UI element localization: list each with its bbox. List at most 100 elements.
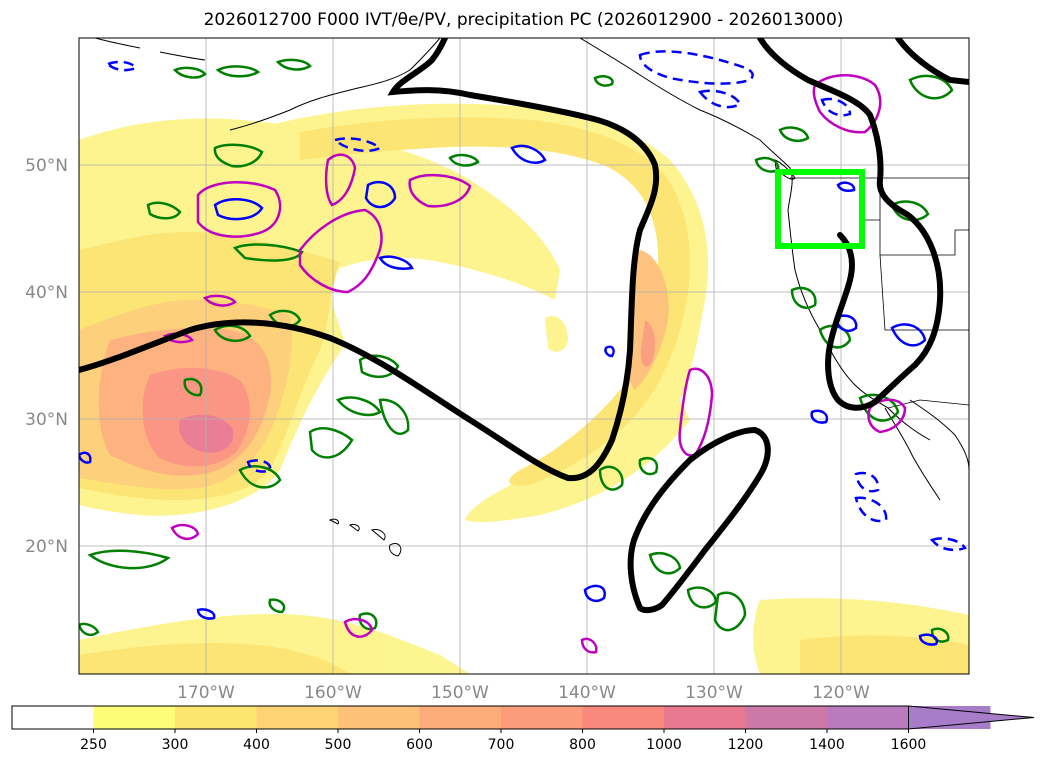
lon-label-140w: 140°W [558, 683, 616, 703]
theta-e-contour [583, 584, 606, 602]
pv-contour [215, 65, 261, 78]
pv-contour [213, 143, 264, 168]
coast-alaska-panhandle [579, 38, 761, 141]
coast-baja [884, 407, 941, 501]
ivt-band-south-east-2 [800, 635, 969, 674]
ivt-blob-mid-2 [545, 316, 568, 352]
jet-contour-subtropical [627, 426, 771, 614]
lat-label-30n: 30°N [25, 410, 68, 430]
islands-aleutian [94, 38, 206, 61]
colorbar-segment [256, 706, 339, 729]
pv-contour [448, 153, 480, 167]
colorbar-segment [664, 706, 746, 729]
pv-contour [183, 377, 203, 397]
pv-contour [358, 612, 378, 631]
jet-contour-east [757, 38, 944, 411]
colorbar: 250 300 400 500 600 700 800 1000 1200 1400 1600 [11, 705, 1035, 753]
lat-label-40n: 40°N [25, 283, 68, 303]
theta-e-contour [836, 181, 856, 193]
theta-e-contour-dashed [332, 137, 383, 152]
colorbar-segment [93, 706, 176, 729]
theta-e-contour-dashed [854, 471, 880, 493]
colorbar-outline [11, 705, 909, 730]
theta-e-contour [196, 608, 216, 620]
pv-contour [778, 126, 810, 142]
theta-e-contour-warm [170, 523, 200, 541]
theta-e-contour-dashed [697, 89, 742, 109]
theta-e-contour [378, 255, 414, 270]
theta-e-contour-warm [580, 637, 598, 654]
colorbar-extend-arrow [908, 705, 1035, 730]
title-run: 2026012700 [203, 10, 312, 30]
theta-e-contour-warm [202, 294, 237, 307]
colorbar-segment [745, 706, 828, 729]
colorbar-segment [501, 706, 583, 729]
title-window: (2026012900 - 2026013000) [596, 10, 844, 30]
pv-contour [87, 549, 171, 570]
lon-label-170w: 170°W [177, 683, 235, 703]
colorbar-label: 300 [162, 737, 189, 753]
colorbar-label: 800 [569, 737, 596, 753]
pv-contour [335, 396, 382, 417]
theta-e-contour [364, 180, 397, 209]
coast-mexico [909, 399, 969, 471]
theta-e-contours-blue [79, 50, 967, 646]
pv-contour [146, 201, 182, 220]
ivt-band-north-4 [640, 320, 656, 367]
pv-contour [378, 398, 410, 435]
region-box [775, 169, 865, 249]
pv-contour [238, 465, 282, 489]
jet-contour-ne [895, 38, 969, 85]
lon-label-150w: 150°W [431, 683, 489, 703]
theta-e-contour-warm [298, 208, 383, 294]
pv-contour [908, 74, 954, 100]
colorbar-label: 1400 [809, 737, 845, 753]
colorbar-segment [419, 706, 502, 729]
colorbar-segment [175, 706, 257, 729]
colorbar-label: 1200 [728, 737, 764, 753]
theta-e-contour [79, 451, 92, 464]
lon-label-160w: 160°W [304, 683, 362, 703]
coast-alaska [229, 38, 441, 131]
theta-e-contour [890, 323, 927, 347]
borders [790, 177, 969, 409]
colorbar-segment [582, 706, 665, 729]
colorbar-label: 1600 [891, 737, 927, 753]
theta-e-contour-dashed [929, 537, 967, 552]
pv-contour [686, 586, 718, 609]
theta-e-contour-dashed [638, 50, 754, 85]
theta-e-contour-warm [343, 618, 374, 638]
jet-contour-main [79, 38, 660, 482]
ivt-band-north-3 [628, 250, 669, 390]
colorbar-label: 700 [488, 737, 515, 753]
colorbar-label: 600 [406, 737, 433, 753]
theta-e-contour-dashed [820, 97, 852, 117]
theta-e-contour-dashed [105, 60, 138, 72]
jet-contours [79, 38, 969, 614]
ivt-band-south-2 [79, 643, 350, 674]
pv-contour [232, 243, 304, 262]
theta-e-contour [834, 314, 858, 332]
colorbar-segment [827, 706, 909, 729]
coast-bc [759, 139, 793, 211]
pv-contour [790, 286, 817, 309]
colorbar-segment [12, 706, 94, 729]
colorbar-label: 500 [325, 737, 352, 753]
theta-e-contour [810, 409, 829, 424]
theta-e-contour [213, 198, 264, 221]
lat-label-50n: 50°N [25, 156, 68, 176]
pv-contour [79, 622, 100, 637]
theta-e-contour [918, 633, 939, 646]
lat-label-20n: 20°N [25, 537, 68, 557]
colorbar-segment [338, 706, 420, 729]
title-forecast: F000 [317, 10, 360, 30]
theta-e-contour-dashed [854, 496, 888, 523]
theta-e-contour-warm [324, 153, 357, 207]
theta-e-contour [604, 345, 615, 358]
pv-contour [308, 427, 354, 459]
pv-contour [593, 75, 614, 87]
coastlines [94, 38, 969, 557]
pv-contour [638, 456, 659, 476]
lon-label-130w: 130°W [685, 683, 743, 703]
